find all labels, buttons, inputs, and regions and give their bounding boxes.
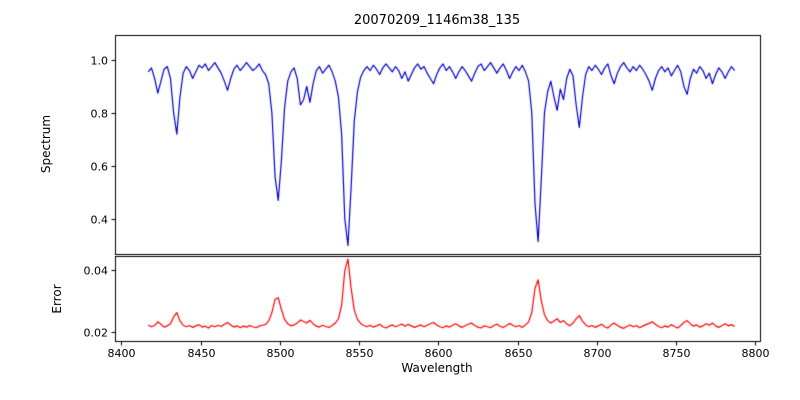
x-tick-label: 8550 — [345, 346, 374, 360]
x-tick-label: 8500 — [266, 346, 295, 360]
spectrum-y-tick-label: 0.8 — [90, 107, 109, 120]
x-tick-label: 8400 — [107, 346, 136, 360]
error-y-tick-label: 0.04 — [83, 264, 109, 277]
error-y-tick-label: 0.02 — [83, 326, 109, 339]
chart-title: 20070209_1146m38_135 — [353, 13, 521, 28]
x-tick-label: 8700 — [583, 346, 612, 360]
x-axis-label: Wavelength — [401, 361, 473, 375]
x-tick-label: 8450 — [187, 346, 216, 360]
spectrum-y-tick-label: 0.6 — [90, 160, 109, 173]
spectrum-y-tick-label: 0.4 — [90, 213, 109, 226]
x-tick-label: 8650 — [504, 346, 533, 360]
x-tick-label: 8800 — [741, 346, 770, 360]
error-y-axis-label: Error — [50, 284, 64, 314]
x-tick-label: 8750 — [662, 346, 691, 360]
spectrum-y-axis-label: Spectrum — [39, 114, 53, 174]
x-tick-label: 8600 — [424, 346, 453, 360]
spectrum-y-tick-label: 1.0 — [90, 54, 109, 67]
